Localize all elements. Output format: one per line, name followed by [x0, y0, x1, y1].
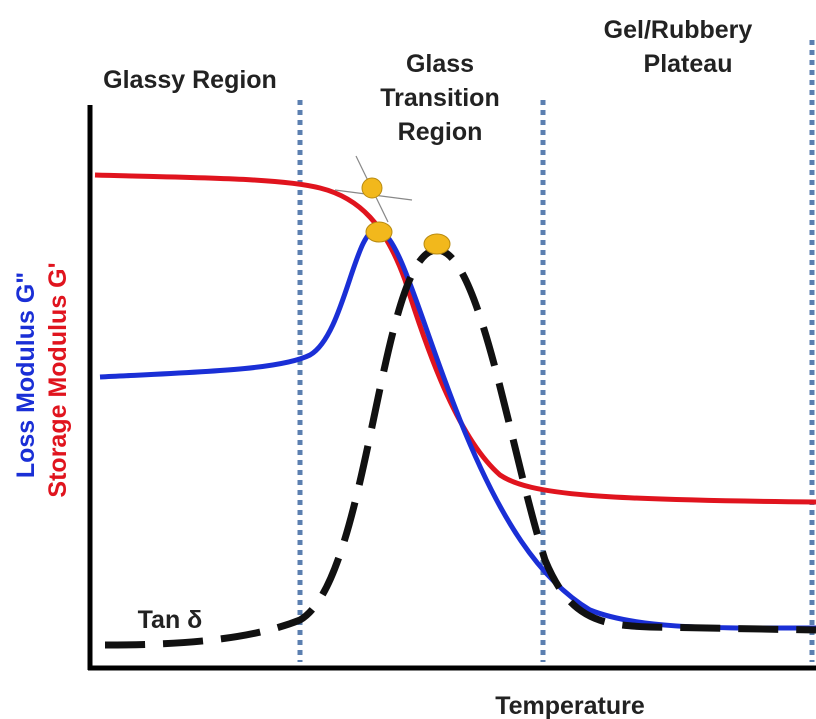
tan-delta-curve — [104, 246, 816, 649]
loss-curve — [99, 227, 816, 631]
onset-marker — [361, 177, 383, 199]
region-label: Glass — [406, 50, 474, 78]
region-label: Glassy Region — [103, 66, 277, 94]
x-axis-label: Temperature — [495, 692, 645, 719]
region-dividers — [297, 40, 815, 662]
region-label: Transition — [380, 84, 499, 112]
loss-peak-marker — [365, 221, 393, 243]
storage-axis-label: Storage Modulus G' — [44, 262, 72, 497]
region-label: Gel/Rubbery — [604, 16, 753, 44]
markers — [361, 177, 451, 255]
storage-curve — [94, 172, 816, 505]
tan-delta-label: Tan δ — [138, 606, 203, 634]
tan-peak-marker — [423, 233, 451, 255]
region-label: Plateau — [644, 50, 733, 78]
loss-axis-label: Loss Modulus G" — [12, 272, 40, 478]
region-label: Region — [398, 118, 483, 146]
